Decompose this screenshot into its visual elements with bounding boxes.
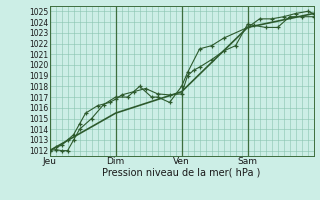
X-axis label: Pression niveau de la mer( hPa ): Pression niveau de la mer( hPa ) — [102, 168, 261, 178]
